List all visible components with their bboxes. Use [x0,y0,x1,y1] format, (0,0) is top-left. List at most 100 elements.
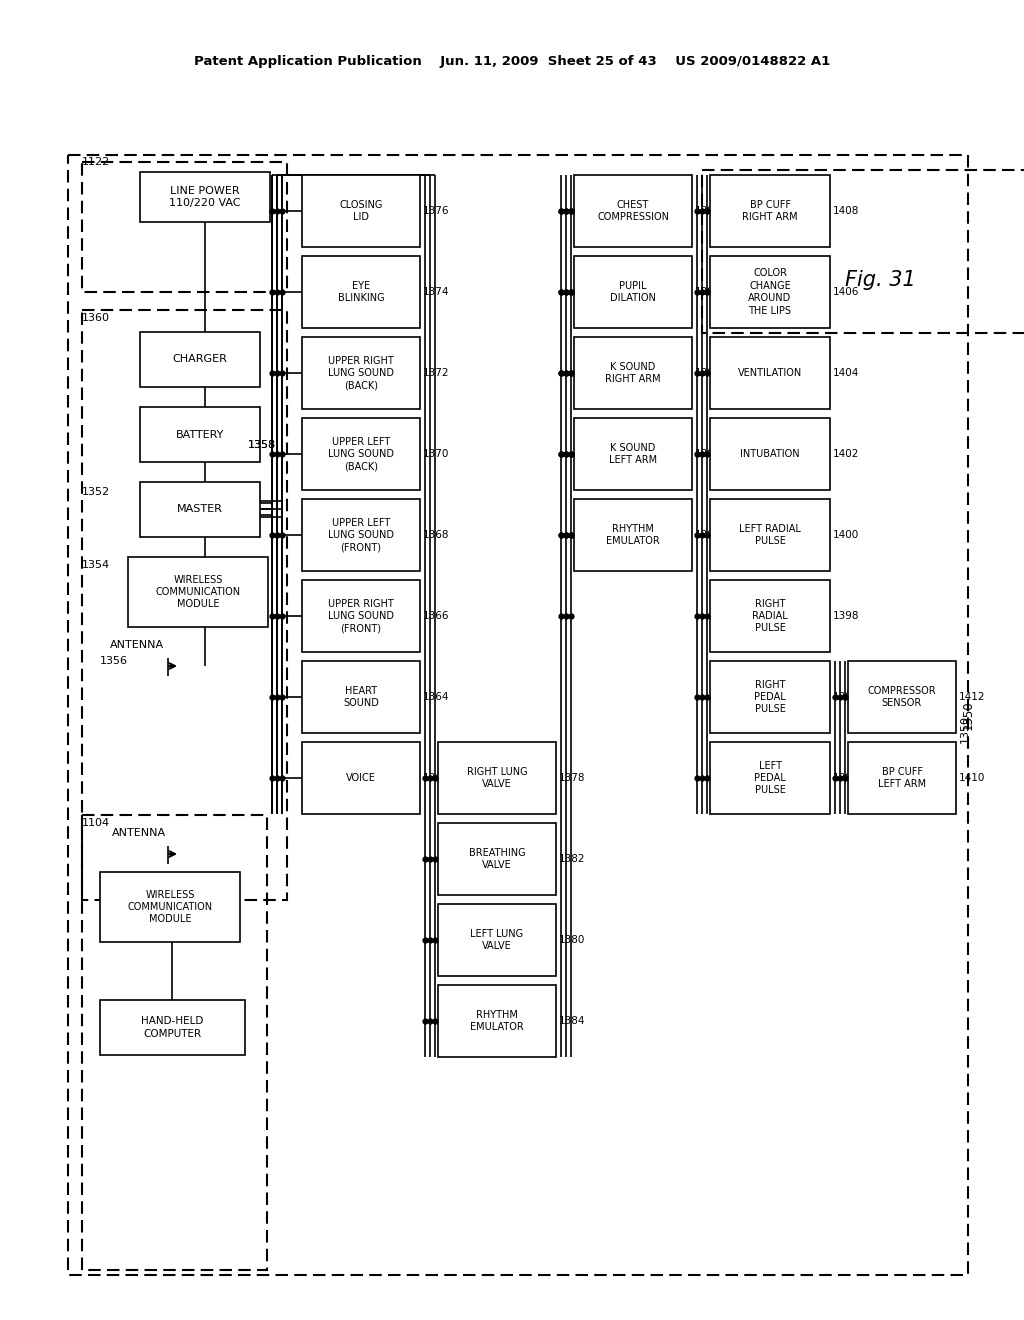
Text: ANTENNA: ANTENNA [110,640,164,649]
Text: 1366: 1366 [423,611,450,620]
Text: 1374: 1374 [423,286,450,297]
Bar [128,557,268,627]
Text: ANTENNA: ANTENNA [112,828,166,838]
Text: UPPER LEFT
LUNG SOUND
(FRONT): UPPER LEFT LUNG SOUND (FRONT) [328,517,394,552]
Text: 1360: 1360 [82,313,110,323]
Bar [438,742,556,814]
Text: 1380: 1380 [559,935,586,945]
Text: 1370: 1370 [423,449,450,459]
Text: 1364: 1364 [423,692,450,702]
Text: UPPER RIGHT
LUNG SOUND
(FRONT): UPPER RIGHT LUNG SOUND (FRONT) [328,598,394,634]
Text: BATTERY: BATTERY [176,429,224,440]
Text: LEFT
PEDAL
PULSE: LEFT PEDAL PULSE [754,760,785,796]
Text: 1352: 1352 [82,487,111,498]
Bar [140,482,260,537]
Bar [574,418,692,490]
Bar [82,814,267,1270]
Text: 1404: 1404 [833,368,859,378]
Text: RIGHT
PEDAL
PULSE: RIGHT PEDAL PULSE [754,680,785,714]
Bar [82,162,287,292]
Text: 1396: 1396 [833,692,859,702]
Bar [140,172,270,222]
Bar [302,661,420,733]
Bar [302,256,420,327]
Bar [302,579,420,652]
Text: PUPIL
DILATION: PUPIL DILATION [610,281,656,304]
Bar [574,256,692,327]
Text: MASTER: MASTER [177,504,223,515]
Text: LEFT LUNG
VALVE: LEFT LUNG VALVE [470,929,523,952]
Text: 1394: 1394 [833,774,859,783]
Text: 1122: 1122 [82,157,111,168]
Bar [710,337,830,409]
Text: 1362: 1362 [423,774,450,783]
Text: 1392: 1392 [695,206,722,216]
Text: RIGHT
RADIAL
PULSE: RIGHT RADIAL PULSE [752,598,787,634]
Bar [702,170,1024,333]
Bar [438,904,556,975]
Text: RHYTHM
EMULATOR: RHYTHM EMULATOR [606,524,659,546]
Text: 1358: 1358 [248,440,276,450]
Text: 1386: 1386 [695,449,722,459]
Bar [710,418,830,490]
Text: 1384: 1384 [695,531,722,540]
Text: 1378: 1378 [559,774,586,783]
Bar [438,822,556,895]
Text: BP CUFF
LEFT ARM: BP CUFF LEFT ARM [878,767,926,789]
Bar [710,176,830,247]
Text: LINE POWER
110/220 VAC: LINE POWER 110/220 VAC [169,186,241,209]
Text: EYE
BLINKING: EYE BLINKING [338,281,384,304]
Text: K SOUND
LEFT ARM: K SOUND LEFT ARM [609,442,657,465]
Text: 1400: 1400 [833,531,859,540]
Text: CHEST
COMPRESSION: CHEST COMPRESSION [597,199,669,222]
Text: HEART
SOUND: HEART SOUND [343,686,379,709]
Text: INTUBATION: INTUBATION [740,449,800,459]
Text: RHYTHM
EMULATOR: RHYTHM EMULATOR [470,1010,524,1032]
Text: COMPRESSOR
SENSOR: COMPRESSOR SENSOR [867,686,936,709]
Text: 1402: 1402 [833,449,859,459]
Text: UPPER LEFT
LUNG SOUND
(BACK): UPPER LEFT LUNG SOUND (BACK) [328,437,394,471]
Bar [574,337,692,409]
Bar [438,985,556,1057]
Text: VENTILATION: VENTILATION [738,368,802,378]
Text: K SOUND
RIGHT ARM: K SOUND RIGHT ARM [605,362,660,384]
Text: CLOSING
LID: CLOSING LID [339,199,383,222]
Text: 1412: 1412 [959,692,985,702]
Text: 1382: 1382 [559,854,586,865]
Text: 1368: 1368 [423,531,450,540]
Bar [710,256,830,327]
Text: 1390: 1390 [695,286,721,297]
Text: COLOR
CHANGE
AROUND
THE LIPS: COLOR CHANGE AROUND THE LIPS [749,268,792,315]
Bar [100,873,240,942]
Text: 1388: 1388 [695,368,722,378]
Bar [710,661,830,733]
Text: 1398: 1398 [833,611,859,620]
Text: UPPER RIGHT
LUNG SOUND
(BACK): UPPER RIGHT LUNG SOUND (BACK) [328,355,394,391]
Text: 1408: 1408 [833,206,859,216]
Bar [140,333,260,387]
Text: 1376: 1376 [423,206,450,216]
Text: 1372: 1372 [423,368,450,378]
Bar [302,176,420,247]
Bar [302,337,420,409]
Text: BREATHING
VALVE: BREATHING VALVE [469,847,525,870]
Bar [140,407,260,462]
Text: Patent Application Publication    Jun. 11, 2009  Sheet 25 of 43    US 2009/01488: Patent Application Publication Jun. 11, … [194,55,830,69]
Bar [710,742,830,814]
Text: 1384: 1384 [559,1016,586,1026]
Text: BP CUFF
RIGHT ARM: BP CUFF RIGHT ARM [742,199,798,222]
Text: RIGHT LUNG
VALVE: RIGHT LUNG VALVE [467,767,527,789]
Text: 1354: 1354 [82,560,111,570]
Text: Fig. 31: Fig. 31 [845,271,915,290]
Text: WIRELESS
COMMUNICATION
MODULE: WIRELESS COMMUNICATION MODULE [156,574,241,610]
Text: HAND-HELD
COMPUTER: HAND-HELD COMPUTER [141,1016,204,1039]
Bar [302,499,420,572]
Text: CHARGER: CHARGER [173,355,227,364]
Bar [848,742,956,814]
Bar [302,418,420,490]
Bar [710,579,830,652]
Bar [302,742,420,814]
Text: 1358: 1358 [248,440,276,450]
Text: LEFT RADIAL
PULSE: LEFT RADIAL PULSE [739,524,801,546]
Text: 1350: 1350 [962,700,975,730]
